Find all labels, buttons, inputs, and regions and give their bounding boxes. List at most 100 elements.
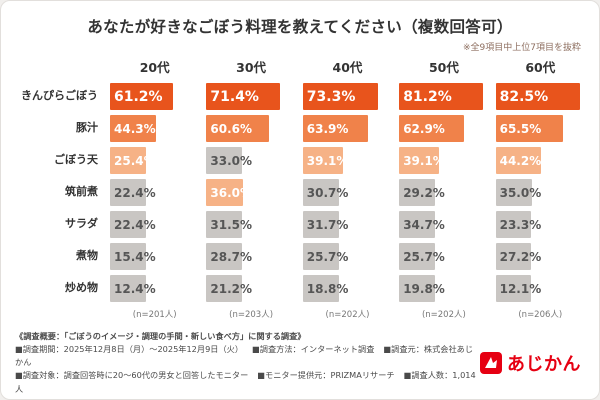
- value-label: 60.6%: [210, 121, 253, 136]
- value-bar: 30.7%: [302, 179, 348, 206]
- value-bar: 15.4%: [110, 243, 156, 270]
- value-label: 15.4%: [114, 249, 156, 264]
- value-label: 28.7%: [210, 249, 253, 264]
- chart-cell: 22.4%: [110, 211, 199, 238]
- value-bar: 23.3%: [495, 211, 541, 238]
- value-label: 25.7%: [306, 249, 349, 264]
- column-header: 30代: [236, 60, 267, 75]
- value-bar: 19.8%: [399, 275, 445, 302]
- value-label: 82.5%: [499, 88, 549, 105]
- chart-cell: 18.8%: [302, 275, 392, 302]
- value-bar: 63.9%: [302, 115, 369, 142]
- chart-cell: 15.4%: [110, 243, 199, 270]
- value-label: 30.7%: [306, 185, 349, 200]
- value-bar: 27.2%: [495, 243, 541, 270]
- sample-size-label: (n=203人): [229, 310, 274, 320]
- row-label: 煮物: [76, 249, 98, 263]
- chart-cell: 81.2%: [399, 83, 488, 110]
- value-bar: 73.3%: [302, 83, 379, 110]
- chart-cell: 31.7%: [302, 211, 392, 238]
- value-bar: 71.4%: [206, 83, 280, 110]
- survey-summary: 《調査概要：「ごぼうのイメージ・調理の手間・新しい食べ方」に関する調査》: [15, 331, 306, 341]
- value-bar: 39.1%: [399, 147, 445, 174]
- value-bar: 35.0%: [495, 179, 541, 206]
- chart-cell: 29.2%: [399, 179, 488, 206]
- excerpt-note: ※全9項目中上位7項目を抜粋: [463, 43, 581, 53]
- value-label: 62.9%: [403, 121, 445, 136]
- column-header: 20代: [139, 60, 170, 75]
- survey-item-monitor: ■モニター提供元：PRIZMAリサーチ: [257, 370, 395, 381]
- ajikan-logo-text: あじかん: [507, 353, 581, 375]
- chart-cell: 39.1%: [399, 147, 488, 174]
- row-label: ごぼう天: [54, 153, 98, 167]
- chart-cell: 65.5%: [495, 115, 585, 142]
- value-label: 33.0%: [210, 153, 253, 168]
- value-bar: 18.8%: [302, 275, 348, 302]
- row-label: 筑前煮: [65, 185, 98, 199]
- value-label: 12.4%: [114, 281, 156, 296]
- ajikan-logo: あじかん: [480, 350, 585, 376]
- value-bar: 25.7%: [399, 243, 445, 270]
- chart-cell: 19.8%: [399, 275, 488, 302]
- value-bar: 44.2%: [495, 147, 542, 174]
- value-label: 19.8%: [403, 281, 445, 296]
- value-label: 71.4%: [210, 88, 259, 105]
- value-bar: 65.5%: [495, 115, 563, 142]
- value-label: 22.4%: [114, 185, 156, 200]
- chart-cell: 12.1%: [495, 275, 585, 302]
- chart-cell: 73.3%: [302, 83, 392, 110]
- column-header: 50代: [428, 60, 459, 75]
- value-label: 39.1%: [403, 153, 445, 168]
- value-label: 73.3%: [306, 88, 356, 105]
- ajikan-logo-icon: [480, 351, 502, 374]
- column-header: 60代: [525, 60, 556, 75]
- value-label: 29.2%: [403, 185, 445, 200]
- value-bar: 60.6%: [206, 115, 269, 142]
- value-bar: 21.2%: [206, 275, 252, 302]
- chart-cell: 30.7%: [302, 179, 392, 206]
- chart-cell: 36.0%: [206, 179, 295, 206]
- value-bar: 12.4%: [110, 275, 156, 302]
- chart-cell: 31.5%: [206, 211, 295, 238]
- chart-cell: 25.7%: [302, 243, 392, 270]
- value-label: 44.3%: [114, 121, 156, 136]
- chart-cell: 27.2%: [495, 243, 585, 270]
- value-bar: 61.2%: [110, 83, 173, 110]
- value-label: 21.2%: [210, 281, 253, 296]
- chart-cell: 82.5%: [495, 83, 585, 110]
- value-bar: 29.2%: [399, 179, 445, 206]
- value-label: 34.7%: [403, 217, 445, 232]
- survey-item-method: ■調査方法：インターネット調査: [252, 344, 375, 355]
- value-label: 25.7%: [403, 249, 445, 264]
- value-label: 63.9%: [306, 121, 349, 136]
- survey-details: 《調査概要：「ごぼうのイメージ・調理の手間・新しい食べ方」に関する調査》 ■調査…: [15, 330, 480, 396]
- sample-size-label: (n=202人): [325, 310, 370, 320]
- value-label: 25.4%: [114, 153, 156, 168]
- survey-item-target: ■調査対象：調査回答時に20～60代の男女と回答したモニター: [15, 370, 249, 381]
- value-label: 12.1%: [499, 281, 542, 296]
- value-bar: 81.2%: [399, 83, 483, 110]
- chart-cell: 63.9%: [302, 115, 392, 142]
- value-label: 22.4%: [114, 217, 156, 232]
- chart-cell: 61.2%: [110, 83, 199, 110]
- chart-cell: 28.7%: [206, 243, 295, 270]
- row-label: きんぴらごぼう: [21, 89, 98, 103]
- value-bar: 39.1%: [302, 147, 348, 174]
- chart-cell: 39.1%: [302, 147, 392, 174]
- chart-cell: 33.0%: [206, 147, 295, 174]
- survey-line-2: ■調査対象：調査回答時に20～60代の男女と回答したモニター ■モニター提供元：P…: [15, 369, 480, 395]
- value-label: 61.2%: [114, 88, 163, 105]
- value-label: 23.3%: [499, 217, 542, 232]
- footer: 《調査概要：「ごぼうのイメージ・調理の手間・新しい食べ方」に関する調査》 ■調査…: [15, 330, 585, 396]
- value-label: 44.2%: [499, 153, 542, 168]
- chart-cell: 44.2%: [495, 147, 585, 174]
- chart-cell: 21.2%: [206, 275, 295, 302]
- value-bar: 22.4%: [110, 211, 156, 238]
- chart-cell: 25.7%: [399, 243, 488, 270]
- sample-size-label: (n=206人): [518, 310, 563, 320]
- value-label: 27.2%: [499, 249, 542, 264]
- column-header: 40代: [332, 60, 363, 75]
- value-bar: 34.7%: [399, 211, 445, 238]
- sample-size-label: (n=202人): [421, 310, 466, 320]
